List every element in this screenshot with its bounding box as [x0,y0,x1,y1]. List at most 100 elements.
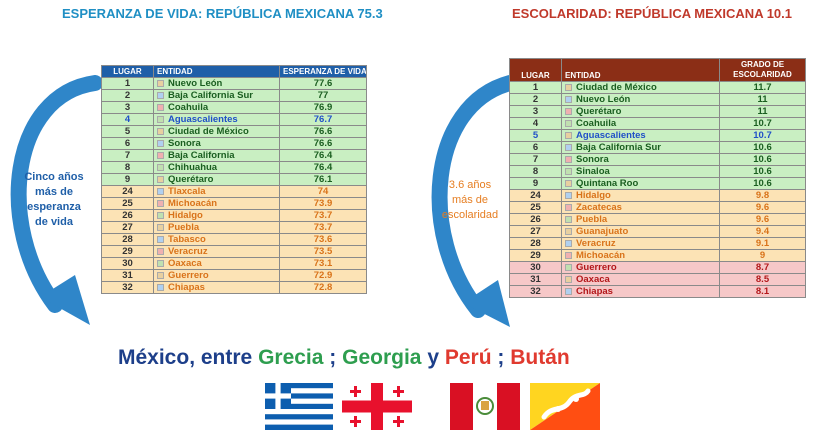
value-cell: 76.1 [279,173,367,186]
rank-cell: 2 [101,89,154,102]
left-arrow-label: Cinco años más de esperanza de vida [20,170,88,230]
state-shield-icon [565,251,572,259]
value-cell: 11 [719,93,806,106]
rank-cell: 7 [509,153,562,166]
headline-butan: Bután [510,346,570,369]
value-cell: 9.6 [719,201,806,214]
value-cell: 11.7 [719,81,806,94]
georgia-flag [342,383,412,430]
state-name: Oaxaca [576,274,610,285]
state-cell: Veracruz [561,237,720,250]
state-cell: Puebla [153,221,280,234]
right-arrow-line-1: 3.6 años [448,179,492,191]
rank-cell: 2 [509,93,562,106]
table-row: 1 Nuevo León 77.6 [101,77,367,90]
state-cell: Querétaro [561,105,720,118]
value-cell: 11 [719,105,806,118]
rank-cell: 4 [509,117,562,130]
value-cell: 10.6 [719,141,806,154]
state-shield-icon [157,259,164,267]
table-row: 27 Guanajuato 9.4 [509,225,806,238]
state-cell: Oaxaca [153,257,280,270]
rank-cell: 1 [101,77,154,90]
table-row: 31 Oaxaca 8.5 [509,273,806,286]
table-row: 32 Chiapas 72.8 [101,281,367,294]
state-cell: Ciudad de México [153,125,280,138]
header-lugar[interactable]: LUGAR [101,65,154,78]
header-entidad[interactable]: ENTIDAD [561,58,720,82]
state-shield-icon [565,179,572,187]
header-lugar[interactable]: LUGAR [509,58,562,82]
table-row: 30 Oaxaca 73.1 [101,257,367,270]
left-curved-arrow [10,75,103,325]
table-row: 4 Coahuila 10.7 [509,117,806,130]
rank-cell: 28 [101,233,154,246]
state-shield-icon [157,127,164,135]
header-esperanza[interactable]: ESPERANZA DE VIDA [279,65,367,78]
peru-flag [450,383,520,430]
value-cell: 9.1 [719,237,806,250]
value-cell: 72.9 [279,269,367,282]
value-cell: 10.6 [719,177,806,190]
state-cell: Chiapas [561,285,720,298]
headline-y: y [421,346,445,369]
headline-grecia: Grecia [258,346,324,369]
rank-cell: 4 [101,113,154,126]
state-name: Puebla [576,214,608,225]
state-name: Oaxaca [168,258,202,269]
state-cell: Chihuahua [153,161,280,174]
table-row: 3 Querétaro 11 [509,105,806,118]
state-shield-icon [565,83,572,91]
rank-cell: 31 [509,273,562,286]
table-row: 25 Zacatecas 9.6 [509,201,806,214]
state-cell: Aguascalientes [561,129,720,142]
table-row: 29 Michoacán 9 [509,249,806,262]
life-expectancy-table: LUGAR ENTIDAD ESPERANZA DE VIDA 1 Nuevo L… [101,65,367,294]
state-shield-icon [157,223,164,231]
state-shield-icon [157,283,164,291]
value-cell: 10.7 [719,129,806,142]
right-arrow-line-2: más de [451,194,489,206]
table-row: 4 Aguascalientes 76.7 [101,113,367,126]
table-row: 32 Chiapas 8.1 [509,285,806,298]
table-row: 5 Aguascalientes 10.7 [509,129,806,142]
value-cell: 9.6 [719,213,806,226]
rank-cell: 27 [509,225,562,238]
value-cell: 76.4 [279,149,367,162]
left-arrow-line-4: de vida [35,216,73,228]
state-shield-icon [565,131,572,139]
state-shield-icon [157,163,164,171]
value-cell: 73.5 [279,245,367,258]
rank-cell: 9 [101,173,154,186]
state-shield-icon [565,119,572,127]
state-shield-icon [565,215,572,223]
value-cell: 9 [719,249,806,262]
headline-part-1: México, entre [118,346,259,369]
state-shield-icon [157,91,164,99]
state-shield-icon [565,275,572,283]
state-name: Chiapas [576,286,613,297]
table-row: 31 Guerrero 72.9 [101,269,367,282]
rank-cell: 27 [101,221,154,234]
state-cell: Puebla [561,213,720,226]
value-cell: 76.6 [279,137,367,150]
value-cell: 8.5 [719,273,806,286]
header-grado[interactable]: GRADO DE ESCOLARIDAD [719,58,806,82]
state-name: Baja California [168,150,235,161]
table-header-row: LUGAR ENTIDAD GRADO DE ESCOLARIDAD [509,58,806,82]
state-shield-icon [565,143,572,151]
state-shield-icon [565,227,572,235]
table-row: 24 Tlaxcala 74 [101,185,367,198]
header-entidad[interactable]: ENTIDAD [153,65,280,78]
state-cell: Aguascalientes [153,113,280,126]
rank-cell: 31 [101,269,154,282]
table-row: 3 Coahuila 76.9 [101,101,367,114]
table-row: 8 Chihuahua 76.4 [101,161,367,174]
state-cell: Nuevo León [153,77,280,90]
rank-cell: 6 [509,141,562,154]
rank-cell: 29 [509,249,562,262]
state-cell: Nuevo León [561,93,720,106]
headline-sep-2: ; [491,346,511,369]
state-cell: Veracruz [153,245,280,258]
table-row: 28 Veracruz 9.1 [509,237,806,250]
